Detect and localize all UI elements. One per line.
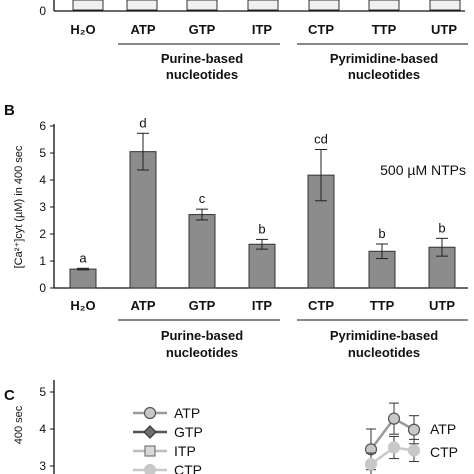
panel-c-data-point	[387, 441, 401, 454]
panel-c-legend-label: ITP	[174, 443, 196, 459]
panel-c-series-end-label: CTP	[430, 444, 458, 460]
panel-c-label: C	[4, 387, 15, 404]
panel-a-group-label-pyrimidine: Pyrimidine-based	[330, 51, 438, 66]
panel-b: B 500 µM NTPs [Ca²⁺]cyt (µM) in 400 sec …	[4, 102, 468, 360]
panel-b-annotation: 500 µM NTPs	[380, 162, 466, 178]
panel-b-y-tick-label: 5	[39, 146, 46, 160]
panel-b-y-tick-label: 4	[39, 173, 46, 187]
panel-a-group-label-purine: Purine-based	[161, 51, 243, 66]
panel-c-data-point	[387, 412, 401, 425]
panel-a-category-label: CTP	[308, 22, 334, 37]
panel-b-y-axis-label: [Ca²⁺]cyt (µM) in 400 sec	[13, 145, 25, 268]
panel-a-box-1	[72, 0, 104, 11]
panel-c-legend-marker	[143, 406, 157, 420]
panel-a-box-3	[186, 0, 218, 11]
panel-b-y-tick-label: 6	[39, 119, 46, 133]
panel-b-significance-letter: a	[79, 250, 87, 265]
panel-b-significance-letter: b	[258, 221, 265, 236]
panel-b-category-label: ATP	[130, 298, 155, 313]
panel-a-box-6	[368, 0, 400, 11]
panel-c-legend-label: CTP	[174, 462, 202, 474]
panel-b-category-label: H₂O	[70, 298, 95, 313]
panel-b-y-tick-label: 0	[39, 281, 46, 295]
panel-c-y-tick-label: 5	[39, 385, 46, 399]
panel-b-bar	[129, 151, 157, 289]
panel-c-series-end-label: ATP	[430, 421, 456, 437]
panel-b-group-label: Purine-based	[161, 328, 243, 343]
panel-c-y-tick-label: 3	[39, 459, 46, 473]
panel-b-bar	[69, 268, 97, 289]
panel-b-category-label: GTP	[189, 298, 216, 313]
panel-a-category-label: ATP	[130, 22, 155, 37]
panel-a: 0 H₂O ATP GTP ITP CTP TTP UTP Purine-bas…	[39, 0, 468, 82]
panel-c-legend-marker	[143, 463, 157, 474]
panel-b-significance-letter: d	[139, 115, 146, 130]
panel-c-y-axis-label: 400 sec	[13, 405, 25, 444]
panel-a-box-4	[247, 0, 279, 11]
panel-c: C 400 sec 3 4 5 ATP GTP ITP CTP ATP CTP	[4, 380, 458, 474]
panel-b-significance-letter: b	[378, 226, 385, 241]
panel-b-group-label: nucleotides	[348, 345, 420, 360]
panel-c-data-point	[407, 444, 421, 457]
panel-c-legend-label: GTP	[174, 424, 203, 440]
panel-a-category-label: UTP	[431, 22, 457, 37]
panel-a-category-label: GTP	[189, 22, 216, 37]
panel-c-legend-marker	[143, 425, 157, 439]
panel-a-group-label-purine: nucleotides	[166, 67, 238, 82]
panel-a-y-tick-0: 0	[39, 4, 46, 18]
panel-b-label: B	[4, 102, 15, 119]
panel-b-group-label: Pyrimidine-based	[330, 328, 438, 343]
panel-b-bar	[248, 243, 276, 289]
panel-a-box-5	[308, 0, 340, 11]
panel-b-category-label: UTP	[429, 298, 455, 313]
panel-c-data-point	[364, 458, 378, 471]
panel-b-category-label: ITP	[252, 298, 273, 313]
panel-a-category-label: TTP	[372, 22, 397, 37]
panel-a-box-7	[429, 0, 461, 11]
panel-a-category-label: ITP	[252, 22, 273, 37]
panel-b-y-tick-label: 2	[39, 227, 46, 241]
panel-b-significance-letter: b	[438, 220, 445, 235]
panel-a-group-label-pyrimidine: nucleotides	[348, 67, 420, 82]
panel-b-category-label: TTP	[370, 298, 395, 313]
panel-a-box-2	[126, 0, 158, 11]
panel-c-legend-label: ATP	[174, 405, 200, 421]
panel-b-significance-letter: c	[199, 191, 206, 206]
panel-c-legend-marker	[144, 445, 156, 457]
panel-b-significance-letter: cd	[314, 131, 328, 146]
panel-b-group-label: nucleotides	[166, 345, 238, 360]
panel-a-category-label: H₂O	[70, 22, 95, 37]
panel-b-y-tick-label: 3	[39, 200, 46, 214]
panel-b-category-label: CTP	[308, 298, 334, 313]
panel-c-y-tick-label: 4	[39, 422, 46, 436]
panel-b-y-tick-label: 1	[39, 254, 46, 268]
panel-c-data-point	[407, 423, 421, 436]
panel-b-bar	[188, 214, 216, 289]
